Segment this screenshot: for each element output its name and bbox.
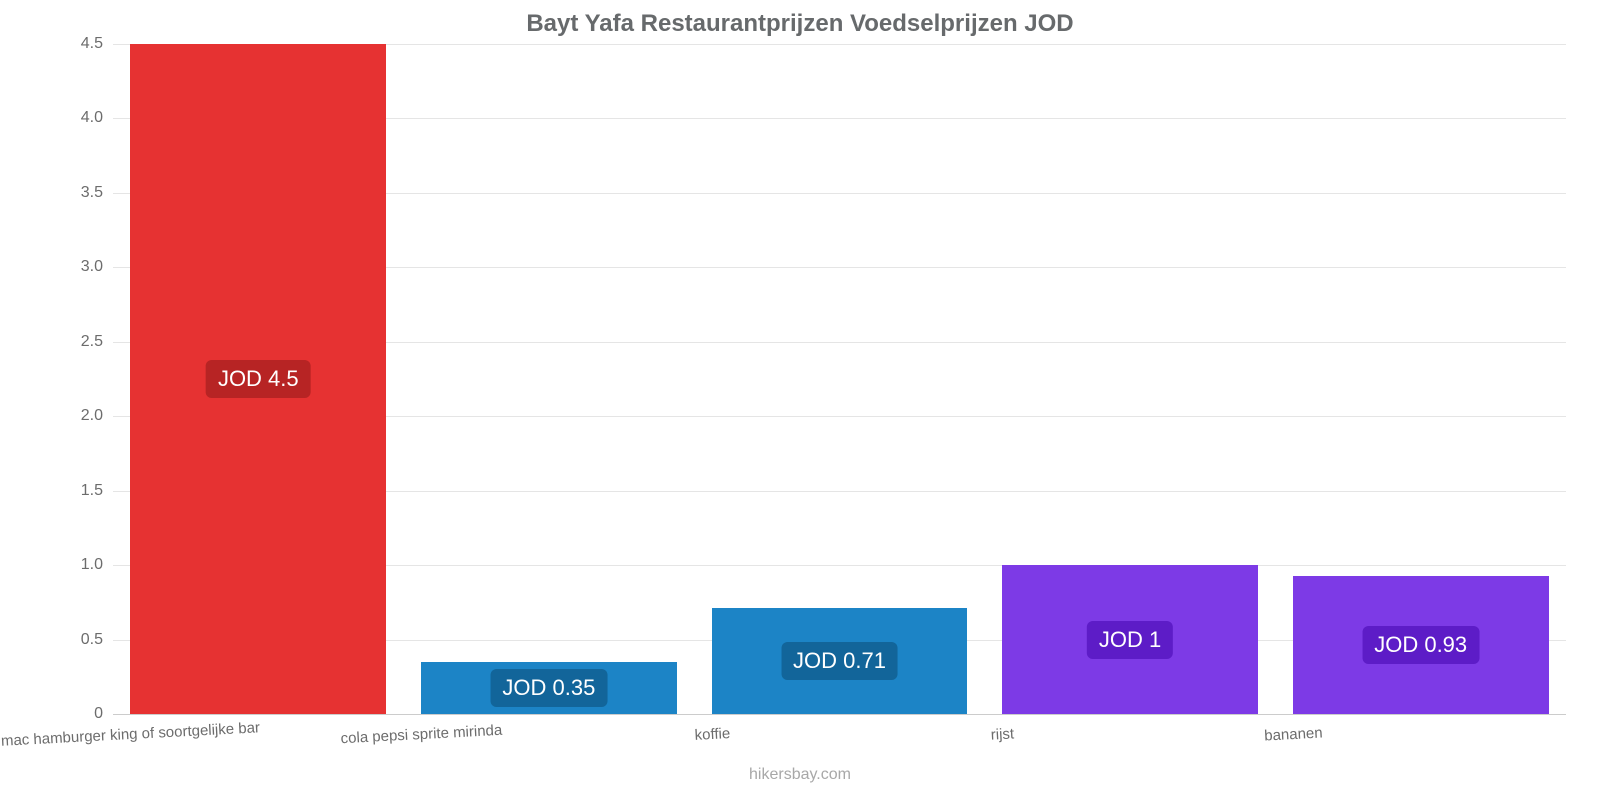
y-tick-label: 2.5 — [81, 333, 103, 351]
y-tick-label: 1.0 — [81, 556, 103, 574]
x-tick-label: bananen — [1264, 724, 1323, 744]
plot-area: 00.51.01.52.02.53.03.54.04.5JOD 4.5mac h… — [113, 44, 1566, 714]
y-tick-label: 4.5 — [81, 35, 103, 53]
x-tick-label: rijst — [991, 725, 1015, 743]
x-tick-label: mac hamburger king of soortgelijke bar — [1, 719, 261, 750]
attribution-text: hikersbay.com — [0, 766, 1600, 784]
bar-value-label: JOD 4.5 — [206, 360, 311, 398]
x-tick-label: cola pepsi sprite mirinda — [340, 722, 502, 747]
bar-value-label: JOD 0.71 — [781, 642, 898, 680]
y-tick-label: 2.0 — [81, 407, 103, 425]
x-tick-label: koffie — [694, 725, 730, 744]
bar-value-label: JOD 0.93 — [1362, 626, 1479, 664]
y-tick-label: 0 — [94, 705, 103, 723]
bar-value-label: JOD 1 — [1087, 621, 1173, 659]
y-tick-label: 0.5 — [81, 631, 103, 649]
y-tick-label: 3.0 — [81, 258, 103, 276]
bar-value-label: JOD 0.35 — [490, 669, 607, 707]
chart-title: Bayt Yafa Restaurantprijzen Voedselprijz… — [0, 10, 1600, 38]
y-tick-label: 3.5 — [81, 184, 103, 202]
y-tick-label: 1.5 — [81, 482, 103, 500]
y-tick-label: 4.0 — [81, 109, 103, 127]
x-axis-baseline — [113, 714, 1566, 715]
